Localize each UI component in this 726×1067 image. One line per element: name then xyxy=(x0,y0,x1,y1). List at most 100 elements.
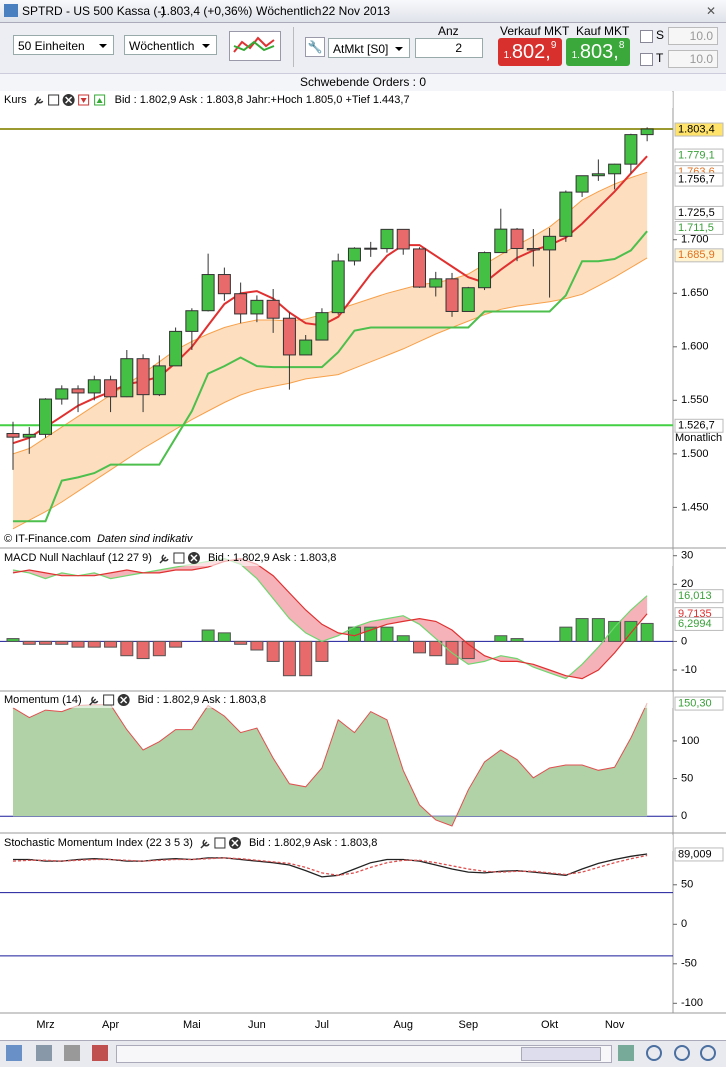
candle-body xyxy=(331,260,345,314)
s-checkbox[interactable] xyxy=(640,30,653,43)
histogram-bar xyxy=(6,638,20,642)
sell-button[interactable]: 1.802,9 xyxy=(498,38,562,66)
chart-type-icon xyxy=(233,36,275,53)
candle-body xyxy=(575,175,589,193)
value-tag-label: 89,009 xyxy=(678,848,712,860)
candle-body xyxy=(591,173,605,177)
histogram-bar xyxy=(559,626,573,642)
x-tick-label: Mrz xyxy=(36,1019,54,1031)
candle-body xyxy=(640,128,654,136)
band-line xyxy=(12,171,648,455)
candle-body xyxy=(282,317,296,356)
panel-info: Bid : 1.802,9 Ask : 1.803,8 xyxy=(208,552,336,564)
panel-info: Bid : 1.802,9 Ask : 1.803,8 xyxy=(249,837,377,849)
candle-body xyxy=(104,379,118,398)
candle-body xyxy=(299,339,313,356)
candle-body xyxy=(543,235,557,251)
indicator-line xyxy=(12,557,648,680)
x-tick-label: Okt xyxy=(541,1019,558,1031)
candle-body xyxy=(201,274,215,312)
sell-price-main: 802, xyxy=(511,41,551,63)
histogram-bar xyxy=(299,640,313,677)
settings-button[interactable]: 🔧 xyxy=(305,37,325,57)
histogram-bar xyxy=(494,635,508,642)
close-button[interactable]: ✕ xyxy=(706,4,717,18)
histogram-bar xyxy=(234,640,248,645)
scroll-thumb[interactable] xyxy=(521,1047,601,1061)
toolbar: 50 Einheiten Wöchentlich 🔧 AtMkt [S0] An… xyxy=(0,23,726,73)
tool-icon[interactable] xyxy=(6,1045,22,1061)
panel-header-bg xyxy=(0,835,673,851)
panel-info: Bid : 1.802,9 Ask : 1.803,8 Jahr:+Hoch 1… xyxy=(115,94,410,106)
t-input[interactable]: 10.0 xyxy=(668,50,718,68)
tool-icon[interactable] xyxy=(64,1045,80,1061)
y-tick-label: 0 xyxy=(681,635,687,647)
zoom-in-button[interactable] xyxy=(700,1045,716,1061)
candle-body xyxy=(413,248,426,288)
histogram-bar xyxy=(55,640,69,645)
pending-orders-bar: Schwebende Orders : 0 xyxy=(0,73,726,91)
panel-title: Kurs xyxy=(4,94,27,106)
qty-label: Anz xyxy=(438,24,459,38)
buy-button[interactable]: 1.803,8 xyxy=(566,38,630,66)
y-tick-label: 1.500 xyxy=(681,448,709,460)
tool-icon[interactable] xyxy=(92,1045,108,1061)
chart-type-button[interactable] xyxy=(229,31,281,61)
indicator-line xyxy=(12,557,648,680)
x-tick-label: Mai xyxy=(183,1019,201,1031)
scrollbar[interactable] xyxy=(116,1045,612,1063)
tool-icon[interactable] xyxy=(36,1045,52,1061)
s-input[interactable]: 10.0 xyxy=(668,27,718,45)
candle-body xyxy=(136,358,150,396)
pending-orders: Schwebende Orders : 0 xyxy=(299,75,427,89)
separator xyxy=(293,27,294,67)
app-icon xyxy=(4,4,18,17)
wrench-icon xyxy=(89,696,99,706)
y-tick-label: 1.650 xyxy=(681,287,709,299)
value-tag xyxy=(674,616,724,631)
t-checkbox[interactable] xyxy=(640,53,653,66)
y-tick-label: 1.600 xyxy=(681,341,709,353)
y-tick-label: -10 xyxy=(681,664,697,676)
zoom-out-button[interactable] xyxy=(674,1045,690,1061)
window-icon xyxy=(103,694,115,706)
title-bar: SPTRD - US 500 Kassa (-) 1.803,4 (+0,36%… xyxy=(0,0,726,23)
histogram-bar xyxy=(510,638,524,642)
wrench-icon xyxy=(200,839,210,849)
histogram-bar xyxy=(120,640,134,657)
macd-fill xyxy=(13,558,648,679)
histogram-bar xyxy=(169,640,183,648)
value-tag-label: 1.779,1 xyxy=(678,149,715,161)
value-tag-label: 16,013 xyxy=(678,590,712,602)
histogram-bar xyxy=(364,626,378,642)
qty-input[interactable]: 2 xyxy=(415,38,483,58)
x-tick-label: Aug xyxy=(393,1019,413,1031)
y-tick-label: -100 xyxy=(681,997,703,1009)
tool-icon[interactable] xyxy=(618,1045,634,1061)
value-tag-label: 6,2994 xyxy=(678,618,712,630)
buy-price-main: 803, xyxy=(579,41,619,63)
candle-body xyxy=(461,287,475,312)
candle-body xyxy=(250,299,264,315)
candle-body xyxy=(347,247,361,262)
value-tag xyxy=(674,205,724,220)
date: 22 Nov 2013 xyxy=(322,4,391,18)
histogram-bar xyxy=(22,640,36,645)
candle-body xyxy=(185,310,199,332)
indicator-line xyxy=(12,854,648,876)
value-tag-label: 1.803,4 xyxy=(678,123,715,135)
zoom-button[interactable] xyxy=(646,1045,662,1061)
candle-body xyxy=(608,163,622,175)
panel-title: MACD Null Nachlauf (12 27 9) xyxy=(4,552,152,564)
value-tag xyxy=(674,220,724,235)
y-tick-label: 1.450 xyxy=(681,501,709,513)
period-select[interactable]: Wöchentlich xyxy=(124,35,217,55)
value-tag xyxy=(674,418,724,433)
value-tag xyxy=(674,148,724,163)
window-title: SPTRD - US 500 Kassa (-) xyxy=(22,4,166,18)
order-type-select[interactable]: AtMkt [S0] xyxy=(328,38,410,58)
units-select[interactable]: 50 Einheiten xyxy=(13,35,114,55)
wrench-icon xyxy=(159,554,169,564)
